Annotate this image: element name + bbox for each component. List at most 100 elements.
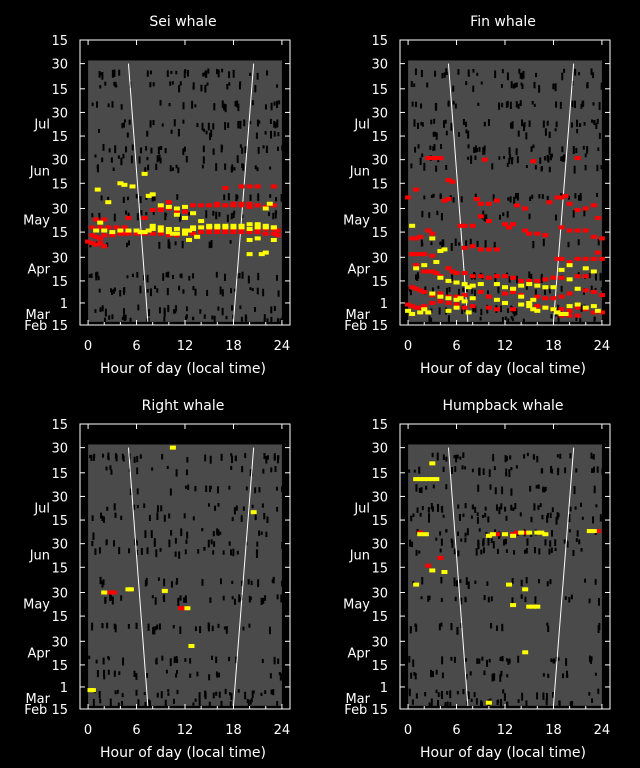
recording-gap [467, 691, 470, 697]
recording-gap [420, 121, 423, 126]
detection-point [445, 278, 452, 283]
recording-gap [91, 515, 94, 521]
detection-point [582, 305, 589, 310]
recording-gap [263, 314, 266, 319]
detection-point [550, 285, 557, 290]
recording-gap [483, 594, 486, 601]
recording-gap [580, 304, 583, 312]
y-tick-label: 15 [51, 226, 68, 241]
recording-gap [219, 578, 222, 585]
detection-point [526, 278, 533, 283]
recording-gap [592, 102, 595, 106]
recording-gap [265, 531, 268, 538]
recording-gap [560, 285, 563, 292]
recording-gap [575, 314, 578, 321]
recording-gap [596, 192, 599, 197]
detection-point [425, 156, 432, 161]
recording-gap [568, 529, 571, 533]
recording-gap [135, 689, 138, 696]
recording-gap [566, 674, 569, 678]
recording-gap [509, 196, 512, 203]
recording-gap [182, 102, 185, 110]
recording-gap [116, 689, 119, 694]
recording-gap [216, 68, 219, 75]
detection-point [510, 603, 517, 608]
recording-gap [230, 453, 233, 457]
recording-gap [576, 530, 579, 537]
recording-gap [590, 452, 593, 459]
detection-point [206, 203, 213, 208]
recording-gap [575, 468, 578, 473]
detection-point [510, 307, 517, 312]
recording-gap [155, 163, 158, 171]
recording-gap [536, 455, 539, 463]
detection-point [222, 186, 229, 191]
recording-gap [182, 119, 185, 124]
recording-gap [515, 308, 518, 316]
recording-gap [151, 467, 154, 471]
recording-gap [164, 699, 167, 708]
recording-gap [214, 505, 217, 511]
detection-point [465, 285, 472, 290]
recording-gap [423, 195, 426, 200]
recording-gap [435, 689, 438, 694]
recording-gap [179, 626, 182, 635]
recording-gap [471, 289, 474, 294]
recording-gap [553, 658, 556, 664]
recording-gap [448, 287, 451, 293]
recording-gap [465, 129, 468, 134]
recording-gap [494, 529, 497, 535]
recording-gap [274, 466, 277, 472]
recording-gap [555, 121, 558, 128]
recording-gap [207, 539, 210, 548]
recording-gap [233, 598, 236, 605]
recording-gap [504, 455, 507, 463]
detection-point [473, 197, 480, 202]
recording-gap [467, 156, 470, 160]
detection-point [121, 225, 128, 230]
recording-gap [583, 121, 586, 126]
recording-gap [435, 537, 438, 541]
recording-gap [441, 656, 444, 665]
recording-gap [257, 146, 260, 154]
recording-gap [523, 454, 526, 459]
detection-point [574, 305, 581, 310]
detection-point [246, 252, 253, 257]
recording-gap [118, 69, 121, 76]
detection-point [258, 252, 265, 257]
recording-gap [266, 455, 269, 460]
y-tick-label: 15 [371, 610, 388, 625]
recording-gap [210, 539, 213, 545]
detection-point [485, 700, 492, 705]
detection-point [125, 228, 132, 233]
recording-gap [432, 131, 435, 137]
y-month-label: Mar [25, 692, 50, 707]
recording-gap [244, 691, 247, 700]
recording-gap [421, 577, 424, 585]
detection-point [214, 223, 221, 228]
recording-gap [515, 192, 518, 199]
recording-gap [595, 122, 598, 129]
recording-gap [528, 271, 531, 278]
recording-gap [163, 309, 166, 317]
recording-gap [537, 579, 540, 584]
recording-gap [96, 670, 99, 678]
recording-gap [202, 72, 205, 77]
detection-point [590, 203, 597, 208]
recording-gap [409, 626, 412, 631]
detection-point [461, 282, 468, 287]
detection-point [477, 274, 484, 279]
recording-gap [156, 512, 159, 521]
detection-point [461, 299, 468, 304]
recording-gap [158, 241, 161, 249]
detection-point [254, 236, 261, 241]
recording-gap [168, 539, 171, 548]
detection-point [518, 530, 525, 535]
recording-gap [92, 698, 95, 707]
recording-gap [466, 528, 469, 536]
recording-gap [192, 286, 195, 291]
detection-point [214, 230, 221, 235]
recording-gap [90, 273, 93, 279]
recording-gap [509, 154, 512, 160]
